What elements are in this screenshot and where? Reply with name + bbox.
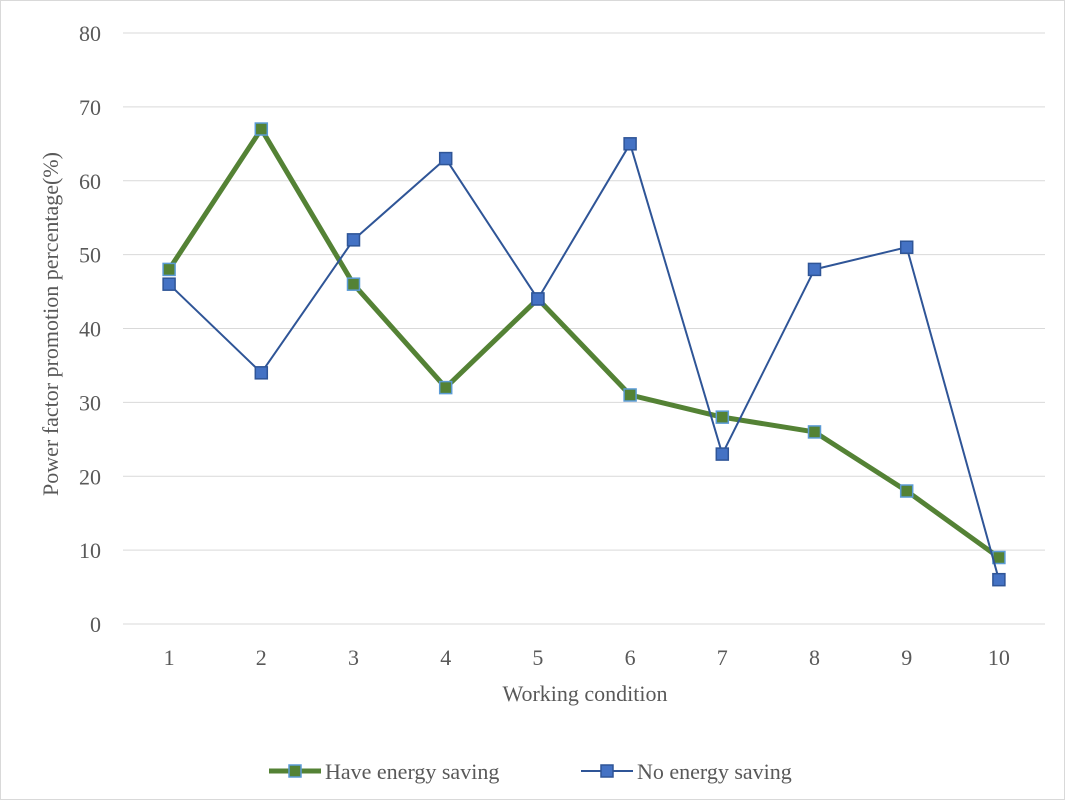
y-tick-label: 60 xyxy=(79,169,101,194)
x-tick-label: 4 xyxy=(440,645,451,670)
x-tick-label: 5 xyxy=(532,645,543,670)
gridlines xyxy=(123,32,1045,625)
y-tick-label: 40 xyxy=(79,317,101,342)
x-tick-label: 2 xyxy=(256,645,267,670)
data-point xyxy=(531,292,545,306)
data-point xyxy=(715,447,730,461)
legend-item: No energy saving xyxy=(581,759,792,784)
data-point xyxy=(807,425,822,439)
y-tick-label: 20 xyxy=(79,464,101,489)
data-point xyxy=(254,122,269,136)
data-point xyxy=(346,233,361,247)
series-line xyxy=(167,126,1001,560)
x-tick-label: 9 xyxy=(901,645,912,670)
series-line xyxy=(168,142,1000,580)
legend-label: Have energy saving xyxy=(325,759,499,784)
data-point xyxy=(162,277,176,291)
x-tick-label: 3 xyxy=(348,645,359,670)
legend: Have energy saving No energy saving xyxy=(269,759,792,784)
legend-marker-swatch xyxy=(288,764,302,778)
data-point xyxy=(346,277,361,291)
series-have-energy-saving xyxy=(162,122,1006,565)
x-tick-label: 8 xyxy=(809,645,820,670)
data-point xyxy=(807,262,822,277)
legend-label: No energy saving xyxy=(637,759,792,784)
x-axis-tick-labels: 1 2 3 4 5 6 7 8 9 10 xyxy=(164,645,1010,670)
data-point xyxy=(254,366,269,380)
data-point xyxy=(715,410,730,424)
y-tick-label: 50 xyxy=(79,243,101,268)
y-tick-label: 10 xyxy=(79,538,101,563)
data-point xyxy=(438,380,453,395)
y-axis-tick-labels: 0 10 20 30 40 50 60 70 80 xyxy=(79,21,101,637)
y-tick-label: 30 xyxy=(79,390,101,415)
data-point xyxy=(992,572,1006,587)
x-tick-label: 7 xyxy=(717,645,728,670)
x-tick-label: 6 xyxy=(625,645,636,670)
data-point xyxy=(899,240,914,254)
data-point xyxy=(623,137,637,151)
series-layer xyxy=(162,122,1006,587)
x-tick-label: 10 xyxy=(988,645,1010,670)
y-tick-label: 70 xyxy=(79,95,101,120)
legend-item: Have energy saving xyxy=(269,759,499,784)
y-axis-title: Power factor promotion percentage(%) xyxy=(38,152,63,496)
data-point xyxy=(623,388,637,402)
y-tick-label: 0 xyxy=(90,612,101,637)
legend-marker-swatch xyxy=(600,764,614,778)
data-point xyxy=(899,484,914,498)
x-axis-title: Working condition xyxy=(502,681,667,706)
series-no-energy-saving xyxy=(162,137,1006,587)
data-point xyxy=(438,151,453,166)
x-tick-label: 1 xyxy=(164,645,175,670)
y-tick-label: 80 xyxy=(79,21,101,46)
data-point xyxy=(162,262,176,277)
